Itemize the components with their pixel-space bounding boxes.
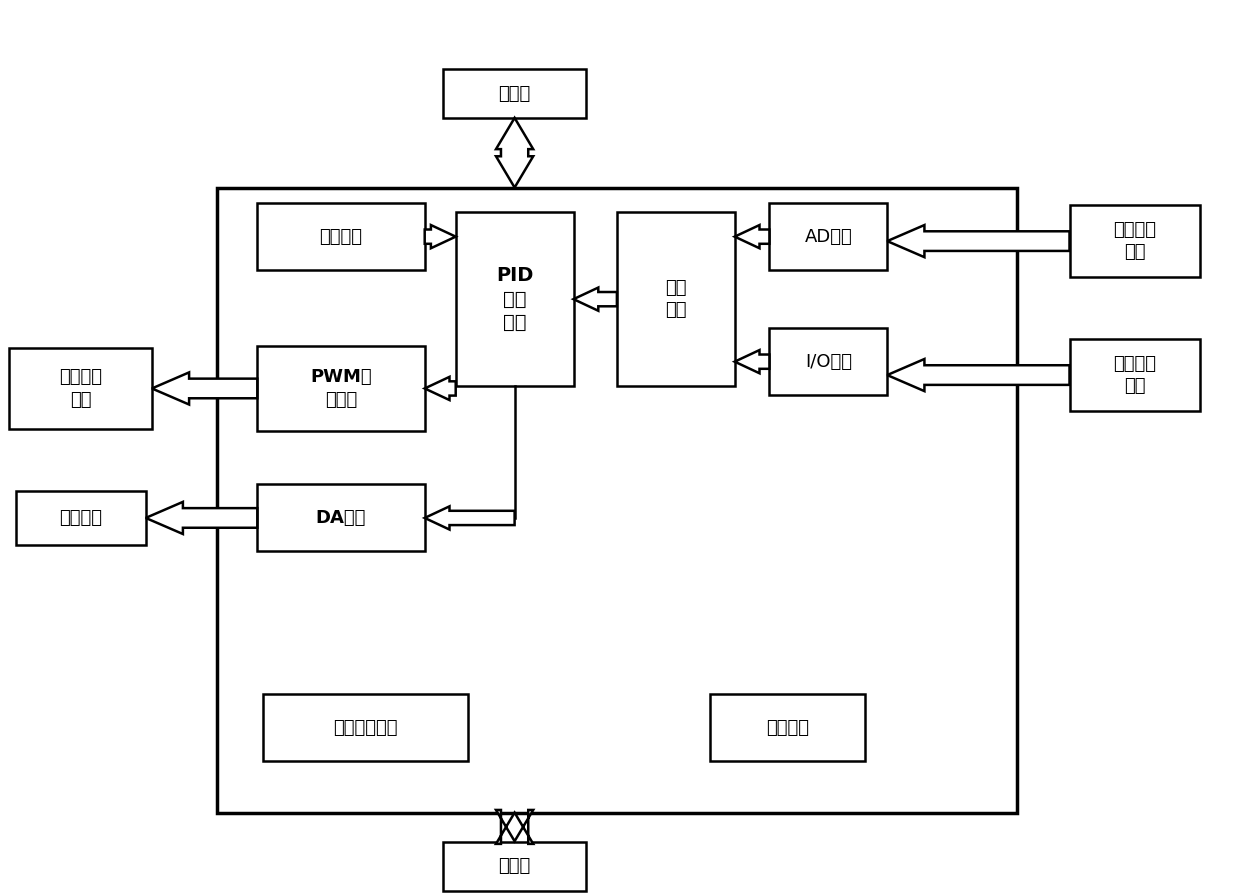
Text: 时钟单元: 时钟单元 bbox=[766, 719, 808, 737]
Bar bbox=[1069, 205, 1200, 277]
Text: AD单元: AD单元 bbox=[805, 228, 852, 246]
Text: I/O单元: I/O单元 bbox=[805, 353, 852, 371]
Polygon shape bbox=[151, 372, 258, 405]
Bar bbox=[258, 204, 424, 270]
Bar bbox=[258, 484, 424, 551]
Bar bbox=[456, 212, 573, 386]
Text: 数据读写单元: 数据读写单元 bbox=[334, 719, 398, 737]
Bar bbox=[709, 695, 866, 761]
Bar bbox=[217, 188, 1017, 813]
Polygon shape bbox=[734, 225, 769, 248]
Bar bbox=[263, 695, 467, 761]
Polygon shape bbox=[888, 225, 1069, 257]
Text: 直流无刷
电机: 直流无刷 电机 bbox=[60, 368, 102, 409]
Polygon shape bbox=[496, 810, 533, 844]
Text: DA单元: DA单元 bbox=[316, 509, 366, 527]
Polygon shape bbox=[734, 350, 769, 373]
Text: 滤波
单元: 滤波 单元 bbox=[665, 279, 687, 320]
Text: PWM输
出单元: PWM输 出单元 bbox=[310, 368, 372, 409]
Polygon shape bbox=[424, 225, 456, 248]
Bar bbox=[769, 204, 888, 270]
Polygon shape bbox=[573, 288, 618, 311]
Polygon shape bbox=[424, 377, 456, 400]
Text: 存储器: 存储器 bbox=[498, 857, 531, 875]
Text: 通信单元: 通信单元 bbox=[320, 228, 362, 246]
Text: PID
求解
单元: PID 求解 单元 bbox=[496, 266, 533, 332]
Polygon shape bbox=[496, 118, 533, 188]
Text: 数字反馈
信号: 数字反馈 信号 bbox=[1114, 355, 1156, 396]
Bar bbox=[258, 346, 424, 431]
Polygon shape bbox=[146, 502, 258, 534]
Text: 上位机: 上位机 bbox=[498, 85, 531, 103]
Bar bbox=[1069, 339, 1200, 411]
Text: 模拟反馈
信号: 模拟反馈 信号 bbox=[1114, 221, 1156, 262]
Bar bbox=[16, 491, 146, 545]
Bar bbox=[769, 329, 888, 395]
Bar bbox=[9, 348, 151, 429]
Bar bbox=[618, 212, 734, 386]
Polygon shape bbox=[888, 359, 1069, 391]
Bar bbox=[444, 841, 585, 891]
Bar bbox=[444, 70, 585, 118]
Text: 压电陶瓷: 压电陶瓷 bbox=[60, 509, 102, 527]
Polygon shape bbox=[424, 506, 515, 530]
